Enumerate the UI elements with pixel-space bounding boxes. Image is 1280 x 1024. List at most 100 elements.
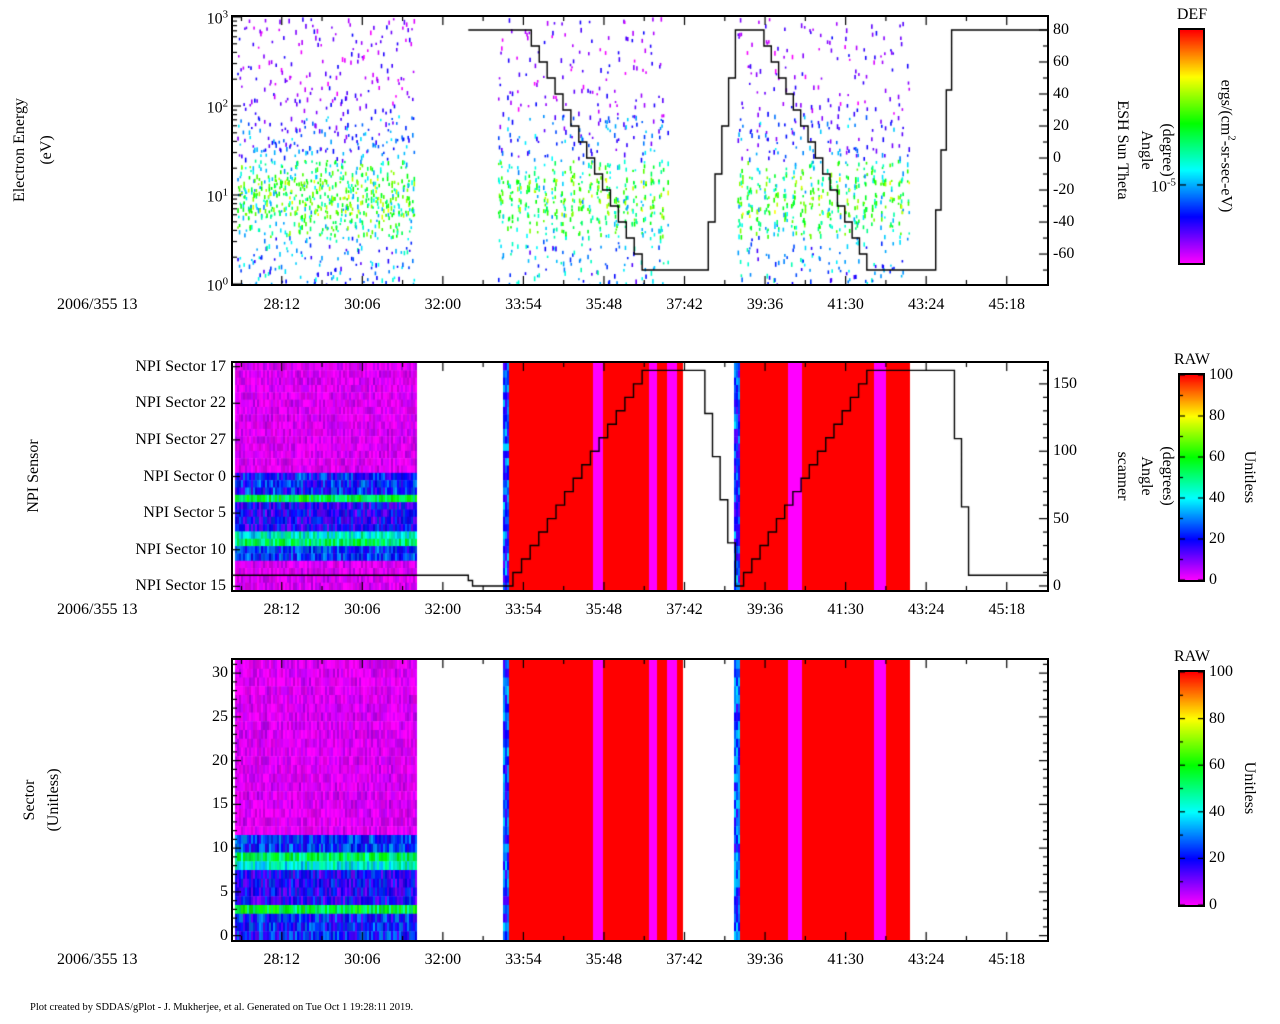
colorbar-tick-label: 100 (1209, 663, 1233, 680)
right-axis-tick-label: -60 (1053, 245, 1075, 263)
right-axis-title-scanner: scanner (1114, 451, 1131, 501)
x-tick-label: 37:42 (666, 601, 703, 618)
y-tick-label: 0 (220, 926, 228, 944)
sector-plot-frame (231, 658, 1049, 942)
y-tick-label: 20 (212, 751, 228, 769)
y-tick-label: 103 (206, 8, 228, 28)
npi-sensor-plot-frame (231, 361, 1049, 592)
right-axis-tick-label: 40 (1053, 84, 1069, 102)
x-tick-label: 43:24 (907, 951, 945, 968)
sector-heatmap-canvas (233, 660, 1047, 940)
right-axis-title-esh-sun-theta: ESH Sun Theta (1114, 100, 1131, 200)
def-colorbar (1180, 30, 1203, 263)
x-tick-label: 41:30 (827, 951, 864, 968)
raw-colorbar-unit-label-npi: Unitless (1241, 450, 1258, 504)
x-tick-label: 43:24 (907, 296, 945, 313)
right-axis-tick-label: 20 (1053, 117, 1069, 134)
y-axis-title-sector: Sector (21, 779, 38, 821)
y-tick-label: 25 (212, 707, 228, 725)
raw-colorbar-npi (1180, 375, 1203, 580)
colorbar-title-def: DEF (1176, 6, 1208, 23)
y-tick-label: 15 (212, 795, 228, 813)
right-axis-tick-label: 100 (1053, 442, 1077, 460)
def-colorbar-unit-label: ergs/(cm2-sr-sec-eV) (1217, 79, 1238, 213)
right-axis-title-degree-unit: (degree) (1159, 123, 1176, 177)
electron-energy-plot-frame (231, 15, 1049, 286)
x-tick-label: 32:00 (424, 601, 462, 618)
def-colorbar-tick-label: 10-5 (1150, 176, 1176, 196)
x-tick-label: 35:48 (585, 951, 623, 968)
colorbar-title-raw-npi: RAW (1173, 351, 1211, 368)
colorbar-tick-label: 80 (1209, 407, 1225, 424)
x-tick-label: 28:12 (263, 601, 300, 618)
x-tick-label: 41:30 (827, 296, 864, 313)
footer-credit: Plot created by SDDAS/gPlot - J. Mukherj… (30, 1002, 414, 1013)
row-label: NPI Sector 5 (143, 504, 226, 522)
y-tick-label: 30 (212, 664, 228, 682)
raw-colorbar-sector-frame (1178, 670, 1205, 907)
colorbar-tick-label: 80 (1209, 709, 1225, 727)
right-axis-tick-label: 0 (1053, 576, 1061, 594)
right-axis-tick-label: 150 (1053, 374, 1077, 392)
x-tick-label: 45:18 (988, 601, 1025, 618)
row-label: NPI Sector 15 (135, 577, 226, 595)
row-label: NPI Sector 17 (135, 357, 226, 375)
x-tick-label: 30:06 (344, 951, 381, 968)
y-tick-label: 102 (206, 97, 228, 117)
raw-colorbar-npi-frame (1178, 373, 1205, 582)
y-axis-title-unitless: (Unitless) (45, 768, 62, 832)
row-label: NPI Sector 0 (143, 467, 226, 485)
row-label: NPI Sector 27 (135, 430, 226, 448)
x-tick-label: 45:18 (988, 296, 1025, 313)
x-tick-label: 37:42 (666, 296, 703, 313)
row-label: NPI Sector 22 (135, 394, 226, 412)
colorbar-tick-label: 40 (1209, 802, 1225, 820)
x-tick-label: 35:48 (585, 296, 623, 313)
electron-energy-spectrogram-canvas (233, 17, 1047, 284)
raw-colorbar-sector (1180, 672, 1203, 905)
right-axis-tick-label: 60 (1053, 52, 1069, 70)
x-tick-label: 28:12 (263, 951, 300, 968)
right-axis-tick-label: 0 (1053, 149, 1061, 167)
x-tick-label: 32:00 (424, 951, 462, 968)
time-axis-date-label: 2006/355 13 (57, 296, 138, 313)
y-tick-label: 5 (220, 882, 228, 900)
y-axis-title-ev-unit: (eV) (38, 135, 55, 165)
x-tick-label: 41:30 (827, 601, 864, 618)
time-axis-date-label-3: 2006/355 13 (57, 951, 138, 968)
x-tick-label: 35:48 (585, 601, 623, 618)
npi-sensor-heatmap-canvas (233, 363, 1047, 590)
y-tick-label: 100 (206, 275, 228, 295)
colorbar-tick-label: 0 (1209, 571, 1217, 588)
def-colorbar-frame (1178, 28, 1205, 265)
x-tick-label: 39:36 (746, 951, 784, 968)
x-tick-label: 45:18 (988, 951, 1025, 968)
x-tick-label: 43:24 (907, 601, 945, 618)
x-tick-label: 33:54 (505, 601, 542, 618)
right-axis-title-degrees-unit: (degrees) (1159, 446, 1176, 506)
x-tick-label: 39:36 (746, 601, 784, 618)
x-tick-label: 30:06 (344, 601, 381, 618)
x-tick-label: 37:42 (666, 951, 703, 968)
y-tick-label: 10 (212, 839, 228, 857)
colorbar-tick-label: 20 (1209, 530, 1225, 547)
x-tick-label: 30:06 (344, 296, 381, 313)
raw-colorbar-unit-label-sector: Unitless (1241, 761, 1258, 815)
colorbar-tick-label: 100 (1209, 366, 1233, 383)
x-tick-label: 28:12 (263, 296, 300, 313)
colorbar-tick-label: 0 (1209, 896, 1217, 913)
row-label: NPI Sector 10 (135, 540, 226, 558)
right-axis-tick-label: 50 (1053, 509, 1069, 527)
x-tick-label: 33:54 (505, 296, 542, 313)
y-axis-title-npi-sensor: NPI Sensor (25, 439, 42, 513)
right-axis-title-angle-2: Angle (1138, 456, 1155, 496)
x-tick-label: 39:36 (746, 296, 784, 313)
right-axis-tick-label: 80 (1053, 20, 1069, 38)
time-axis-date-label-2: 2006/355 13 (57, 601, 138, 618)
colorbar-tick-label: 60 (1209, 756, 1225, 774)
right-axis-title-angle: Angle (1138, 130, 1155, 170)
x-tick-label: 32:00 (424, 296, 462, 313)
colorbar-tick-label: 40 (1209, 489, 1225, 506)
colorbar-title-raw-sector: RAW (1173, 648, 1211, 665)
